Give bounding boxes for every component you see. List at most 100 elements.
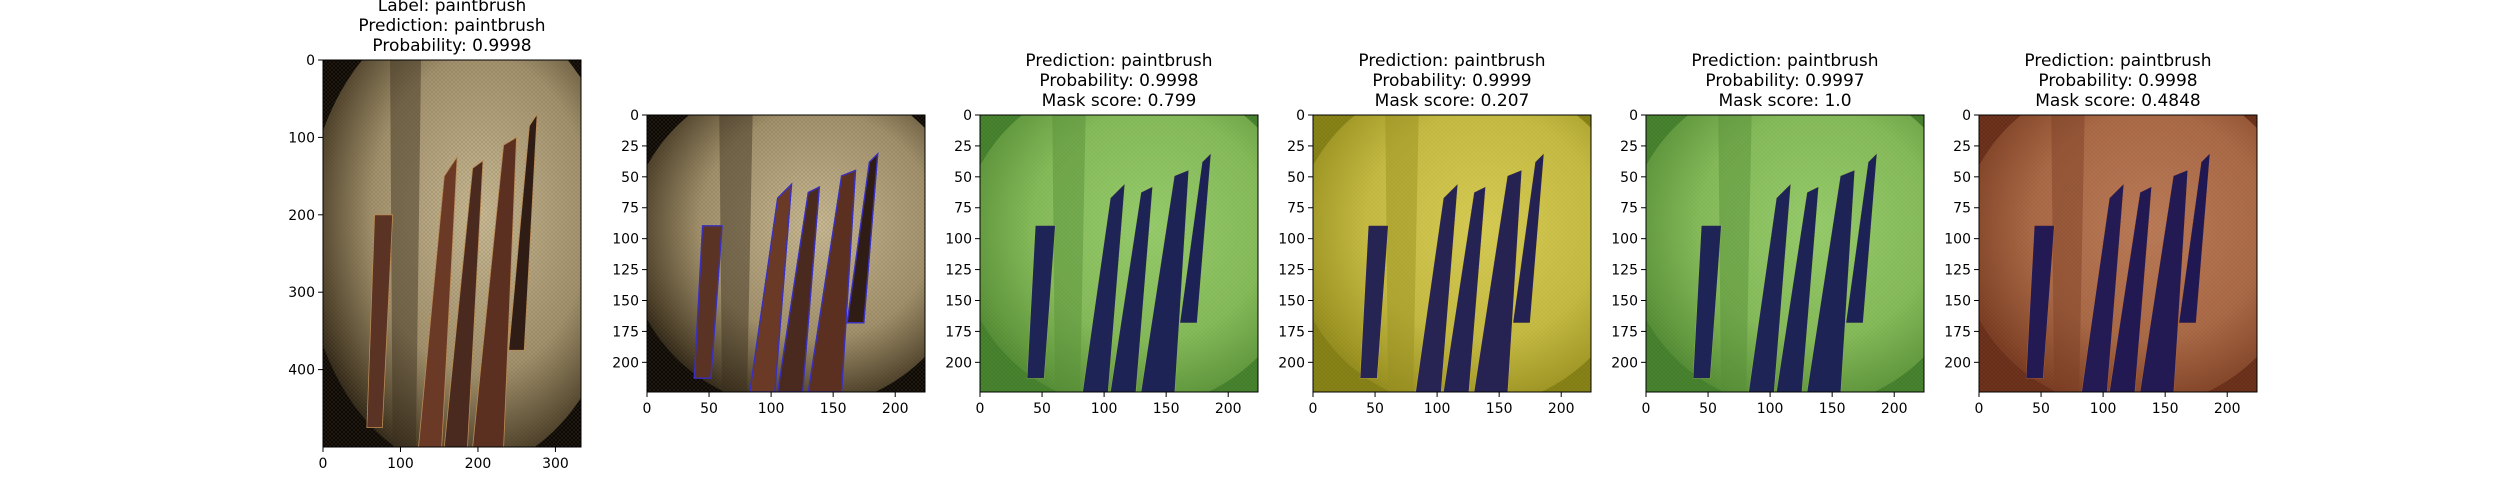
y-tick-label: 0 [630,108,639,124]
y-tick-label: 50 [954,170,972,186]
x-tick-label: 0 [1309,401,1318,417]
y-tick-label: 100 [612,232,639,248]
x-tick-label: 300 [542,456,569,472]
x-tick-label: 100 [1091,401,1118,417]
panel-title-line: Mask score: 0.207 [1375,91,1530,111]
x-tick-label: 50 [1699,401,1717,417]
y-tick-label: 150 [945,293,972,309]
y-tick-label: 25 [1287,139,1305,155]
y-tick-label: 150 [1944,293,1971,309]
contour-line [749,182,793,392]
x-tick-label: 50 [2032,401,2050,417]
y-tick-label: 125 [612,263,639,279]
panel-title-line: Mask score: 1.0 [1718,91,1851,111]
x-tick-label: 0 [976,401,985,417]
axes-frame [322,59,582,448]
y-tick-label: 50 [1953,170,1971,186]
mask-region [1693,225,1722,379]
x-tick-label: 50 [700,401,718,417]
y-tick-label: 25 [1953,139,1971,155]
contour-line [776,185,821,392]
photo [980,115,1258,392]
x-tick-label: 50 [1366,401,1384,417]
y-tick-label: 0 [1962,108,1971,124]
mask-region [2140,170,2188,392]
mask-region [1180,153,1211,323]
panel-title-line: Mask score: 0.4848 [2035,91,2200,111]
photo [1646,115,1924,392]
x-tick-label: 200 [882,401,909,417]
y-tick-label: 75 [1953,201,1971,217]
contour-line [693,225,723,379]
panel-title-line: Prediction: paintbrush [358,16,545,36]
x-tick-label: 0 [1975,401,1984,417]
photo [1313,115,1591,392]
photo [323,60,581,447]
image-panel: 0 50 100 150 200 0 25 50 75 100 125 150 175 200 Predic… [1278,51,1592,417]
x-tick-label: 0 [643,401,652,417]
x-tick-label: 200 [465,456,492,472]
x-tick-label: 0 [319,456,328,472]
y-tick-label: 0 [1629,108,1638,124]
panel-title-line: Probability: 0.9997 [1705,71,1864,91]
y-tick-label: 0 [306,53,315,69]
axes-frame [979,114,1259,393]
x-tick-label: 200 [2214,401,2241,417]
y-tick-label: 75 [621,201,639,217]
mask-region [1776,187,1819,392]
x-tick-label: 200 [1881,401,1908,417]
x-tick-label: 100 [1424,401,1451,417]
x-tick-label: 100 [758,401,785,417]
y-tick-label: 150 [612,293,639,309]
mask-region [1027,225,1056,379]
y-tick-label: 100 [288,130,315,146]
x-tick-label: 100 [387,456,414,472]
mask-region [1474,170,1522,392]
panel-title-line: Probability: 0.9999 [1372,71,1531,91]
photo [647,115,925,392]
y-tick-label: 175 [945,324,972,340]
panel-title-line: Label: paintbrush [378,0,527,16]
panel-title-line: Probability: 0.9998 [2038,71,2197,91]
y-tick-label: 50 [621,170,639,186]
mask-region [1415,184,1458,392]
contour-line [807,169,857,392]
x-tick-label: 150 [820,401,847,417]
y-tick-label: 175 [612,324,639,340]
y-tick-label: 25 [621,139,639,155]
x-tick-label: 0 [1642,401,1651,417]
y-tick-label: 400 [288,363,315,379]
y-tick-label: 200 [288,208,315,224]
x-tick-label: 150 [1819,401,1846,417]
x-tick-label: 150 [2152,401,2179,417]
photo [1979,115,2257,392]
x-tick-label: 50 [1033,401,1051,417]
y-tick-label: 125 [1944,263,1971,279]
image-panel: 0 50 100 150 200 0 25 50 75 100 125 150 175 200 [612,108,926,417]
mask-region [1360,225,1389,379]
y-tick-label: 100 [1611,232,1638,248]
y-tick-label: 300 [288,285,315,301]
y-tick-label: 125 [1611,263,1638,279]
y-tick-label: 200 [1944,355,1971,371]
image-panel: 0 50 100 150 200 0 25 50 75 100 125 150 175 200 Predic… [1944,51,2258,417]
panel-title-line: Prediction: paintbrush [2024,51,2211,71]
mask-region [1443,187,1486,392]
y-tick-label: 150 [1278,293,1305,309]
x-tick-label: 150 [1153,401,1180,417]
axes-frame [1312,114,1592,393]
y-tick-label: 0 [1296,108,1305,124]
mask-region [1141,170,1189,392]
panel-title-line: Prediction: paintbrush [1358,51,1545,71]
y-tick-label: 75 [954,201,972,217]
mask-region [1748,184,1791,392]
panel-title-line: Probability: 0.9998 [1039,71,1198,91]
y-tick-label: 175 [1278,324,1305,340]
mask-region [2026,225,2055,379]
image-panel: 0 100 200 300 0 100 200 300 400 Label: paintbrush… [288,0,582,472]
panel-title-line: Probability: 0.9998 [372,36,531,56]
y-tick-label: 50 [1620,170,1638,186]
mask-region [1110,187,1153,392]
panel-title-line: Prediction: paintbrush [1691,51,1878,71]
x-tick-label: 200 [1215,401,1242,417]
